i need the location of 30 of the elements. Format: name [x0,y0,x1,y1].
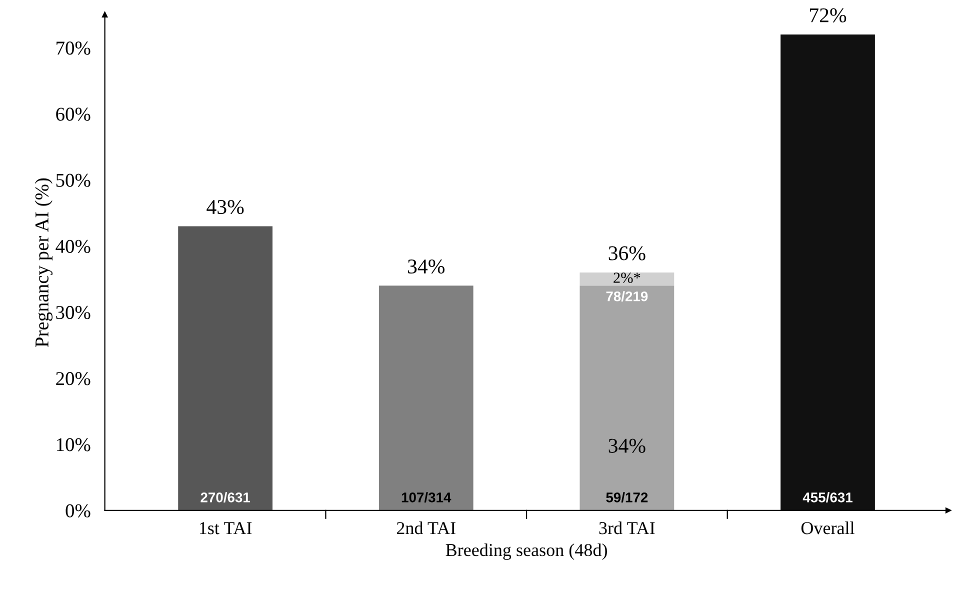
y-tick-label: 20% [56,372,90,386]
x-tick-label: 3rd TAI [599,522,655,534]
x-tick-label: 1st TAI [200,522,252,534]
bar [580,272,674,286]
y-tick-label: 10% [57,438,90,452]
data-label: 455/631 [802,492,852,503]
y-axis-title: Pregnancy per AI (%) [34,178,53,348]
y-tick-label: 50% [56,174,90,187]
x-axis-title: Breeding season (48d) [446,543,607,560]
y-tick-label: 60% [56,108,90,121]
y-tick-label: 30% [56,306,90,320]
annotation: 78/219 [606,291,648,302]
x-tick-label: Overall [801,522,854,534]
total-label: 36% [608,246,646,260]
data-label: 2%* [614,272,640,283]
bar [378,286,474,510]
total-label: 43% [206,200,244,214]
annotation: 34% [608,438,646,453]
data-label: 270/631 [200,492,250,503]
y-tick-label: 0% [66,504,90,518]
bar [178,226,273,510]
y-tick-label: 40% [56,240,90,254]
total-label: 34% [408,259,445,274]
bar [580,286,674,510]
bar [780,34,875,510]
data-label: 107/314 [402,492,452,503]
data-label: 59/172 [606,492,648,503]
x-tick-label: 2nd TAI [396,522,456,534]
y-tick-label: 70% [56,42,90,55]
total-label: 72% [810,8,846,22]
